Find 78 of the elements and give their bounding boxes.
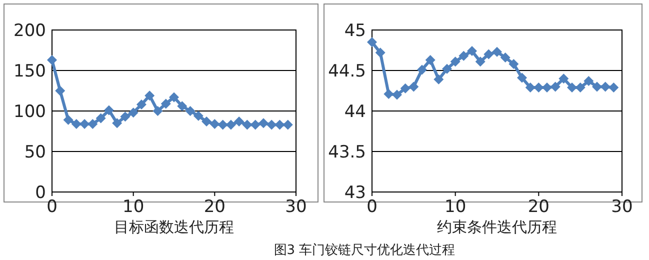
x-tick-label: 30	[611, 197, 633, 217]
point	[442, 64, 452, 74]
point	[185, 106, 196, 116]
point	[274, 120, 285, 130]
point	[417, 64, 427, 75]
point	[88, 118, 98, 129]
point	[425, 54, 436, 65]
y-tick-label: 43	[344, 183, 366, 203]
x-tick-label: 10	[122, 197, 144, 217]
point	[234, 116, 244, 127]
point	[534, 82, 544, 93]
point	[112, 118, 122, 128]
point	[177, 101, 188, 112]
point	[104, 105, 114, 116]
point	[169, 92, 179, 102]
y-tick-label: 150	[14, 62, 46, 82]
point	[575, 82, 586, 93]
point	[47, 54, 57, 65]
point	[558, 74, 569, 84]
point	[384, 88, 394, 99]
point	[96, 113, 106, 124]
point	[193, 110, 204, 121]
point	[434, 74, 444, 84]
point	[450, 56, 460, 67]
point	[367, 37, 377, 48]
point	[55, 86, 66, 96]
point	[600, 82, 610, 92]
point	[525, 82, 536, 93]
point	[202, 116, 212, 127]
point	[63, 114, 74, 125]
x-axis-title: 约束条件迭代历程	[437, 218, 557, 236]
y-tick-label: 44	[344, 102, 366, 122]
point	[71, 118, 82, 129]
point	[120, 112, 130, 122]
point	[226, 120, 236, 130]
point	[400, 83, 410, 94]
y-tick-label: 50	[24, 142, 46, 162]
point	[608, 82, 619, 93]
point	[375, 48, 386, 58]
point	[467, 46, 477, 56]
point	[517, 72, 527, 83]
y-tick-label: 200	[14, 21, 46, 41]
point	[508, 59, 519, 70]
x-tick-label: 10	[444, 197, 466, 217]
point	[392, 90, 402, 100]
point	[567, 82, 577, 93]
point	[242, 120, 252, 130]
point	[542, 82, 552, 93]
y-tick-label: 45	[344, 21, 366, 41]
point	[144, 90, 155, 101]
y-tick-label: 43.5	[328, 142, 366, 162]
y-tick-label: 100	[14, 102, 46, 122]
caption: 图3 车门铰链尺寸优化迭代过程	[274, 242, 456, 258]
point	[592, 82, 602, 92]
point	[266, 120, 277, 130]
x-tick-label: 20	[528, 197, 550, 217]
point	[210, 118, 220, 129]
point	[484, 49, 494, 60]
point	[500, 52, 510, 63]
y-tick-label: 44.5	[328, 62, 366, 82]
point	[258, 118, 268, 128]
y-tick-label: 0	[35, 183, 46, 203]
point	[550, 82, 560, 92]
x-tick-label: 30	[285, 197, 307, 217]
point	[218, 120, 228, 130]
point	[136, 100, 146, 110]
point	[282, 120, 293, 130]
point	[152, 106, 163, 116]
point	[128, 108, 138, 118]
point	[160, 98, 171, 109]
x-axis-title: 目标函数迭代历程	[114, 218, 234, 236]
point	[492, 46, 502, 57]
point	[408, 82, 419, 92]
point	[250, 120, 260, 130]
point	[475, 56, 486, 67]
point	[584, 76, 594, 86]
x-tick-label: 20	[204, 197, 226, 217]
point	[458, 50, 469, 61]
